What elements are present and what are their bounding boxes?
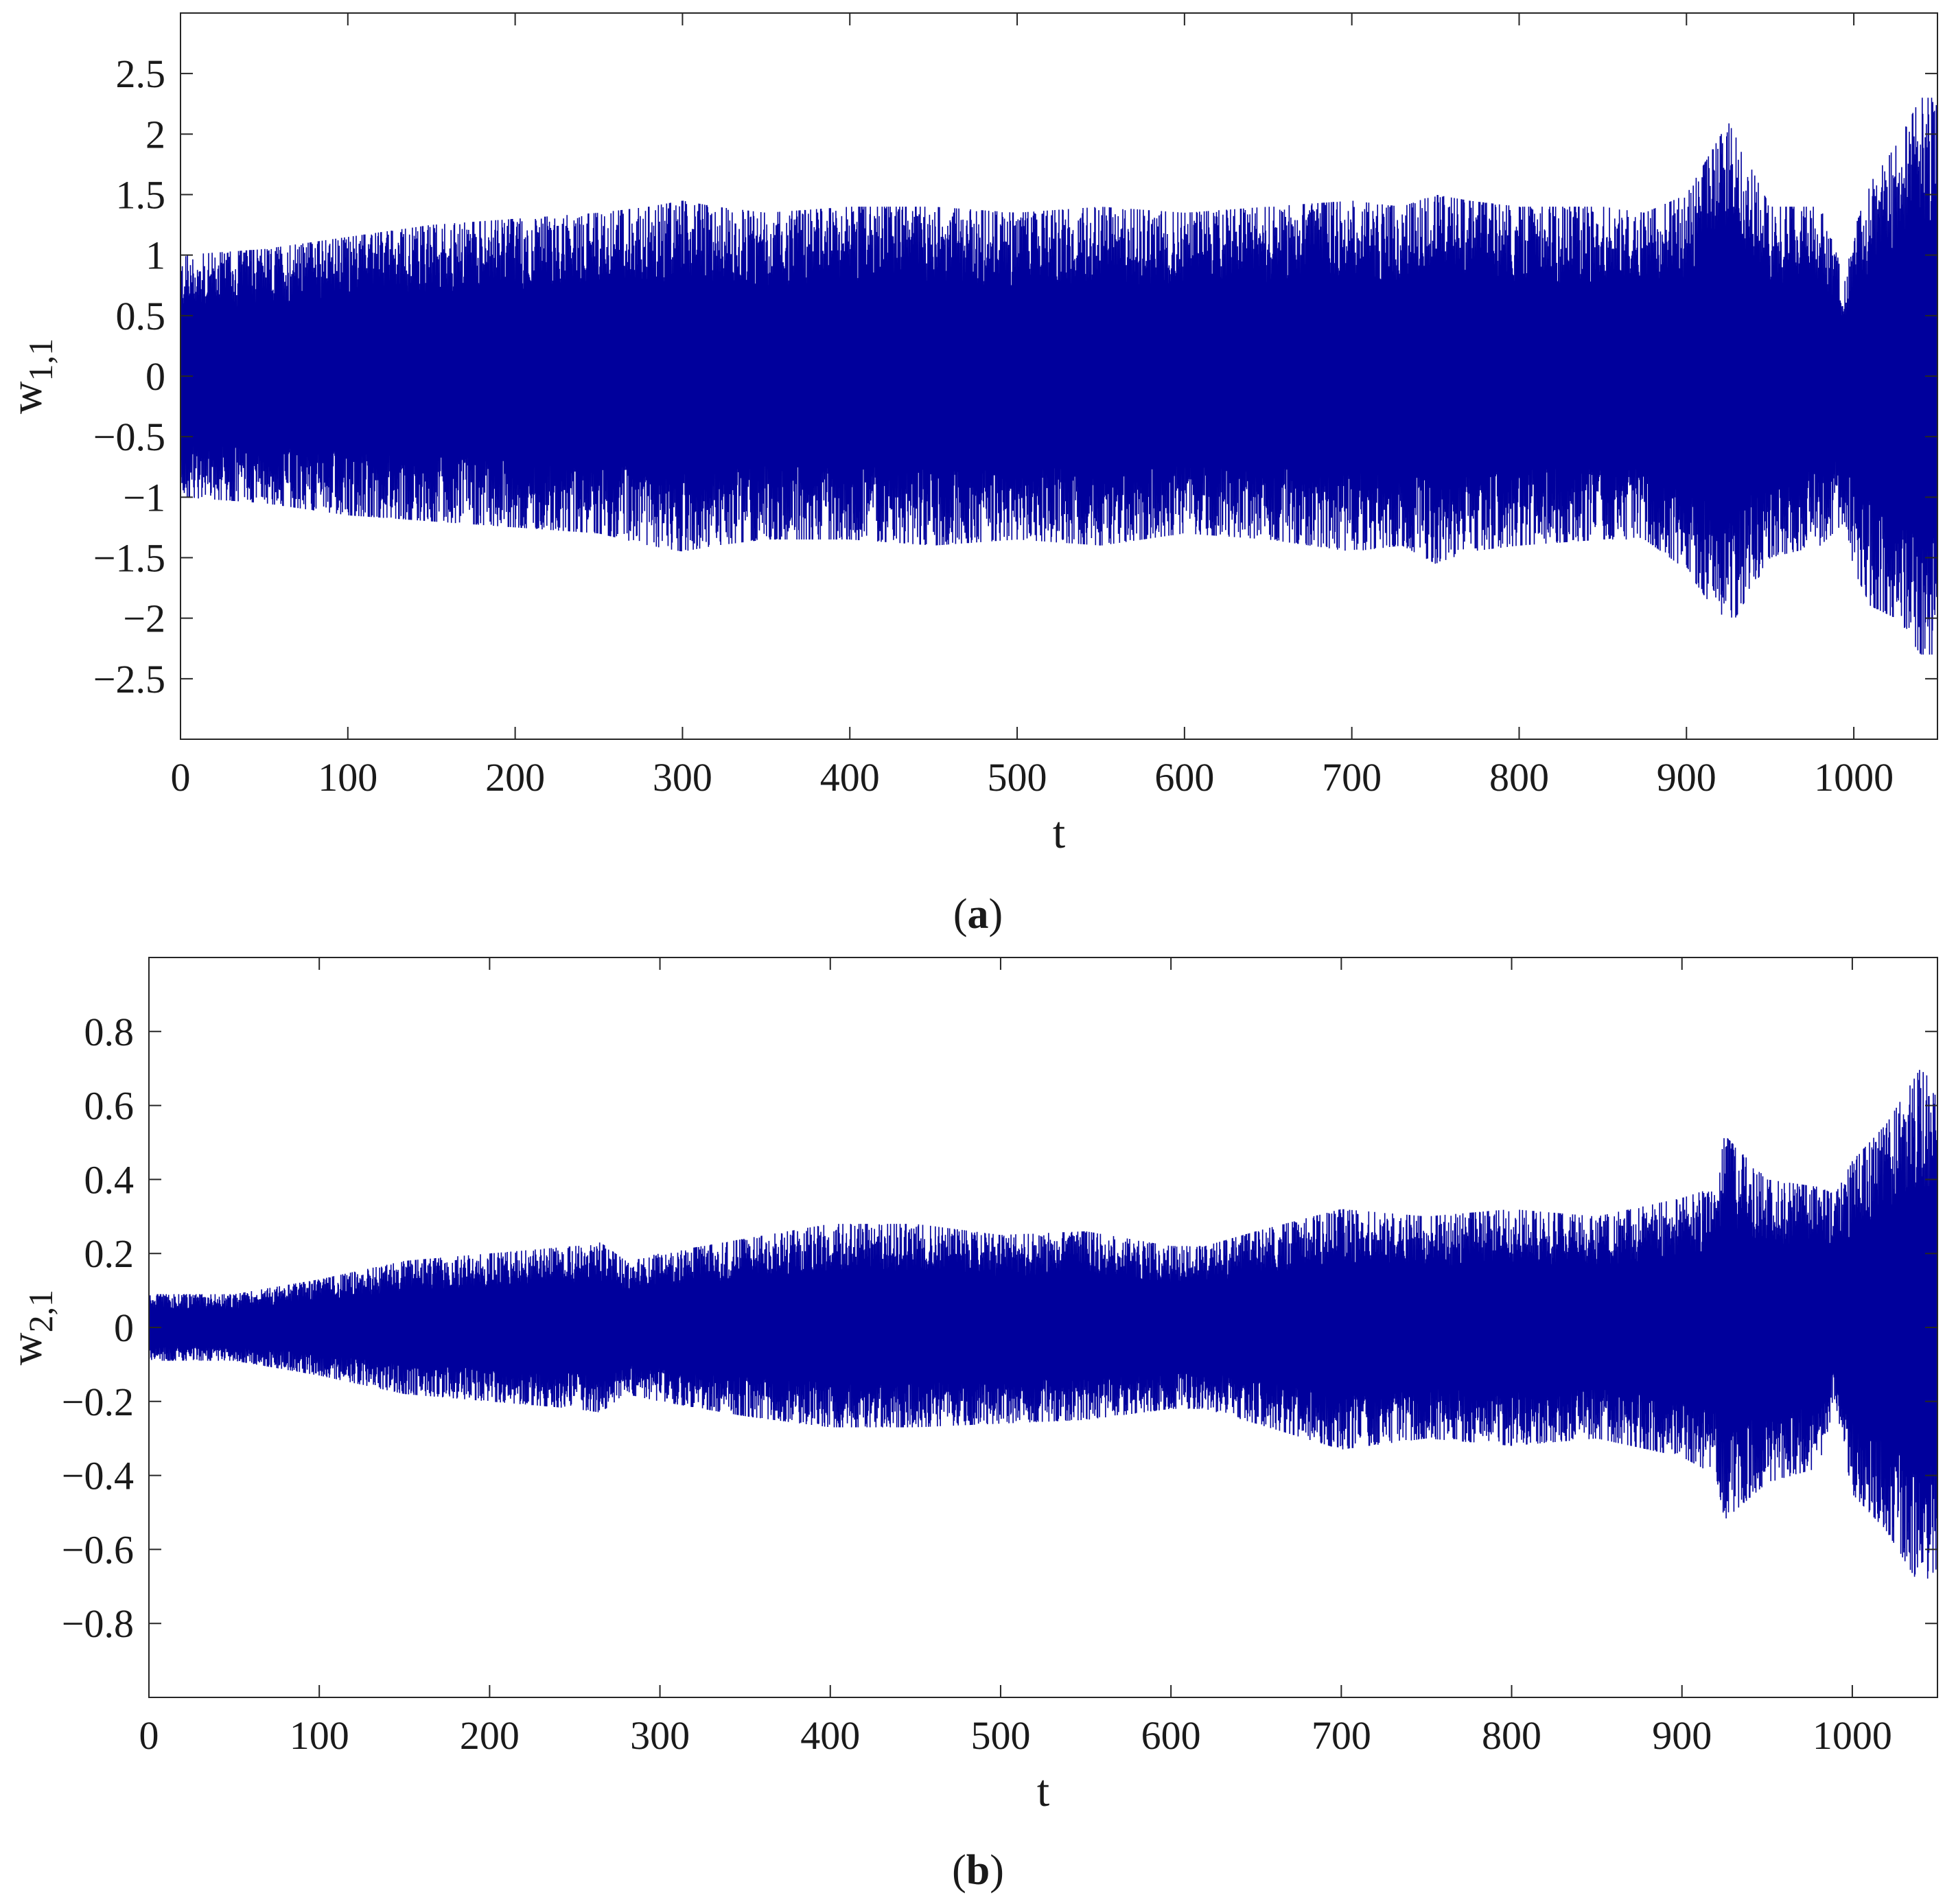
y-tick-label: −0.6 (62, 1527, 134, 1572)
x-tick-label: 100 (318, 755, 377, 800)
x-tick-label: 400 (820, 755, 880, 800)
chart-a-ticks: 0 100 200 300 400 500 600 700 800 900 1000 −2.5 −2 −1… (93, 13, 1937, 800)
chart-a-y-axis-label: w1,1 (1, 338, 60, 414)
y-tick-label: 0.2 (84, 1231, 135, 1276)
x-tick-label: 700 (1312, 1713, 1371, 1758)
y-tick-label: 0.4 (84, 1157, 135, 1202)
y-tick-label: 0 (145, 354, 165, 399)
x-tick-label: 300 (653, 755, 712, 800)
x-tick-label: 900 (1652, 1713, 1712, 1758)
y-tick-label: −1 (123, 475, 165, 520)
chart-b-y-axis-label-base: w (1, 1332, 51, 1365)
chart-a-x-axis-label: t (1053, 808, 1065, 858)
y-tick-label: −0.8 (62, 1601, 134, 1646)
chart-b-plot-area (149, 1069, 1937, 1579)
x-tick-label: 1000 (1814, 755, 1894, 800)
y-tick-label: 0 (114, 1305, 134, 1350)
caption-b: (b) (952, 1847, 1004, 1894)
x-tick-label: 400 (800, 1713, 860, 1758)
x-tick-label: 100 (290, 1713, 349, 1758)
chart-b-x-axis-label: t (1037, 1766, 1049, 1816)
x-tick-label: 200 (460, 1713, 520, 1758)
caption-b-letter: b (966, 1847, 990, 1894)
x-tick-label: 500 (988, 755, 1047, 800)
x-tick-label: 0 (139, 1713, 159, 1758)
y-tick-label: −2 (123, 596, 165, 641)
chart-a-y-axis-label-base: w (1, 381, 51, 414)
x-tick-label: 800 (1489, 755, 1549, 800)
chart-a-y-axis-label-subscript: 1,1 (21, 338, 60, 382)
x-tick-label: 200 (485, 755, 545, 800)
chart-panel-b: 0 100 200 300 400 500 600 700 800 900 1000 −0.8 −0.6… (1, 957, 1938, 1816)
x-tick-label: 600 (1154, 755, 1214, 800)
x-tick-label: 500 (970, 1713, 1030, 1758)
chart-1-series-line (149, 1069, 1937, 1579)
x-tick-label: 800 (1482, 1713, 1541, 1758)
caption-a: (a) (953, 891, 1003, 938)
y-tick-label: 1.5 (116, 173, 166, 218)
caption-b-close: ) (990, 1847, 1004, 1894)
y-tick-label: 1 (145, 233, 165, 278)
y-tick-label: 2.5 (116, 51, 166, 96)
chart-0-series-line (181, 97, 1937, 655)
caption-b-open: ( (952, 1847, 966, 1894)
y-tick-label: −2.5 (93, 657, 165, 701)
y-tick-label: −0.4 (62, 1454, 134, 1498)
x-tick-label: 600 (1141, 1713, 1201, 1758)
x-tick-label: 700 (1322, 755, 1382, 800)
caption-a-letter: a (968, 891, 989, 938)
y-tick-label: 2 (145, 112, 165, 156)
chart-b-y-axis-label: w2,1 (1, 1290, 60, 1365)
chart-b-y-axis-label-subscript: 2,1 (21, 1290, 60, 1333)
caption-a-open: ( (953, 891, 968, 938)
chart-panel-a: 0 100 200 300 400 500 600 700 800 900 1000 −2.5 −2 −1… (1, 12, 1938, 858)
x-tick-label: 0 (171, 755, 191, 800)
y-tick-label: 0.5 (116, 294, 166, 338)
x-tick-label: 900 (1657, 755, 1716, 800)
y-tick-label: 0.6 (84, 1084, 135, 1128)
y-tick-label: 0.8 (84, 1010, 135, 1054)
x-tick-label: 300 (630, 1713, 690, 1758)
chart-a-plot-area (181, 97, 1937, 655)
chart-b-ticks: 0 100 200 300 400 500 600 700 800 900 1000 −0.8 −0.6… (62, 957, 1937, 1758)
y-tick-label: −1.5 (93, 536, 165, 581)
x-tick-label: 1000 (1813, 1713, 1892, 1758)
caption-a-close: ) (989, 891, 1003, 938)
y-tick-label: −0.5 (93, 415, 165, 459)
y-tick-label: −0.2 (62, 1380, 134, 1424)
